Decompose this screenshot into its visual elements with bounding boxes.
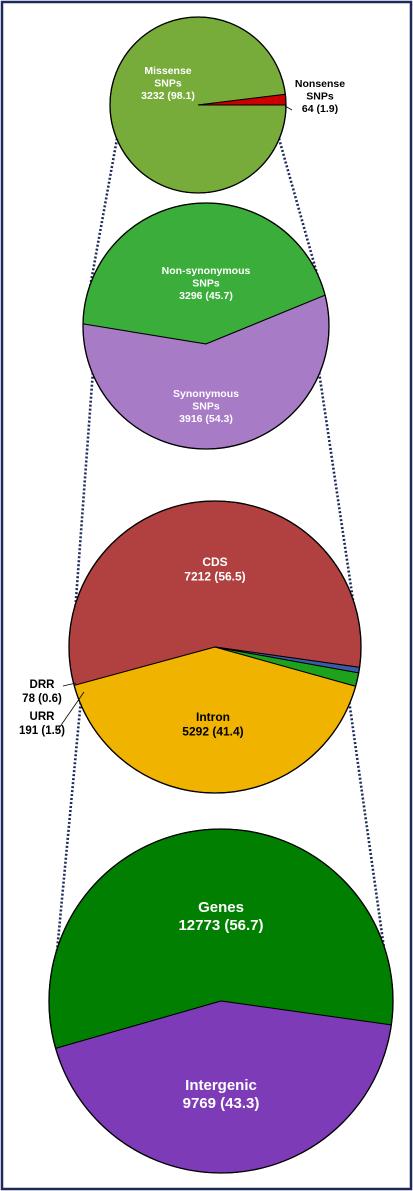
connector-2-left [73,372,95,615]
connector-1-left [86,138,119,300]
data-label-missense-snps: Missense SNPs 3232 (98.1) [141,65,195,102]
pie-chart-3 [68,500,362,794]
data-label-drr: DRR 78 (0.6) [22,679,62,705]
data-label-urr: URR 191 (1.5) [19,711,65,737]
data-label-cds: CDS 7212 (56.5) [184,555,245,583]
pie-chart-2 [82,202,330,450]
data-label-synonymous-snps: Synonymous SNPs 3916 (54.3) [173,388,239,425]
data-label-nonsense-snps: Nonsense SNPs 64 (1.9) [295,78,345,115]
data-label-genes: Genes 12773 (56.7) [178,899,263,934]
pie-outline-1 [109,16,287,194]
data-label-intron: Intron 5292 (41.4) [182,710,243,738]
pie-chart-1 [109,16,287,194]
leader-line-urr [56,691,85,732]
leader-line-drr [62,682,77,687]
pie-chart-4 [48,828,394,1174]
pie-outline-2 [82,202,330,450]
connector-2-right [317,372,357,616]
data-label-non-synonymous-snps: Non-synonymous SNPs 3296 (45.7) [162,265,251,302]
pie-outline-4 [48,828,394,1174]
leader-line-nonsense-snps [284,105,293,111]
data-label-intergenic: Intergenic 9769 (43.3) [183,1077,260,1112]
pie-outline-3 [68,500,362,794]
